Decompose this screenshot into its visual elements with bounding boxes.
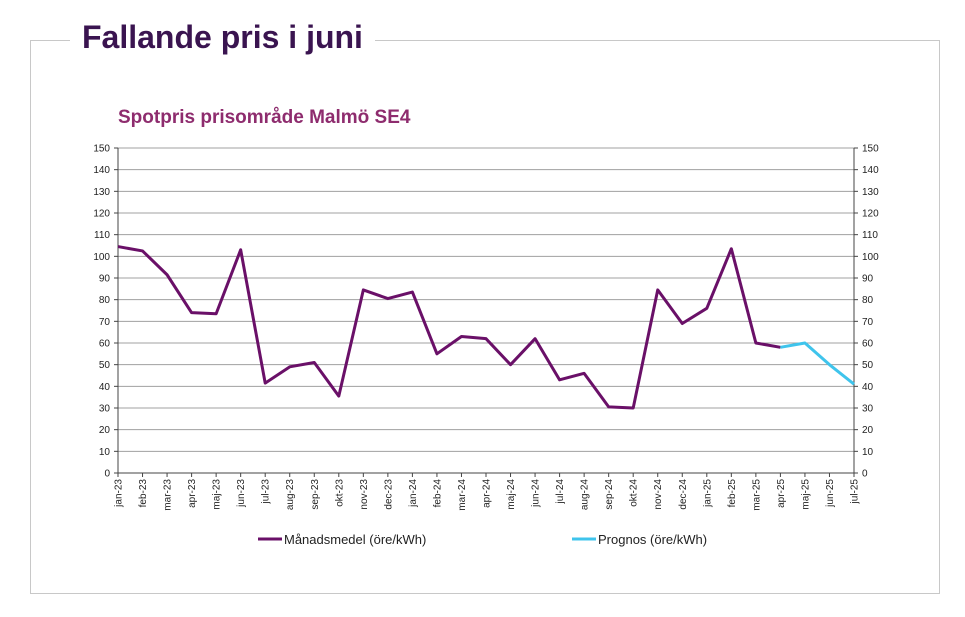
x-tick-label: apr-25 [776,479,787,508]
x-tick-label: jan-23 [114,479,125,508]
y-tick-label-left: 130 [93,187,110,198]
y-tick-label-right: 60 [862,339,874,350]
x-axis: jan-23 feb-23 mar-23 apr-23 maj-23 jun-23 jul-… [114,473,861,511]
y-tick-label-left: 30 [99,404,111,415]
series-line-forecast [780,341,855,386]
x-tick-label: jul-25 [850,479,861,505]
y-tick-label-right: 110 [862,230,878,241]
x-tick-label: apr-23 [187,479,198,508]
x-tick-label: nov-24 [653,479,664,510]
x-tick-label: aug-23 [285,479,296,511]
y-tick-label-left: 40 [99,382,111,393]
x-tick-label: feb-23 [138,479,149,508]
y-tick-label-right: 70 [862,317,874,328]
x-tick-label: okt-23 [334,479,345,507]
y-tick-label-left: 120 [93,209,110,220]
x-tick-label: jun-25 [825,479,836,508]
y-tick-label-left: 100 [93,252,110,263]
x-tick-label: dec-23 [383,479,394,510]
y-tick-label-right: 140 [862,165,879,176]
series-line-actual [117,245,781,410]
x-tick-label: maj-24 [506,479,517,510]
y-tick-label-right: 90 [862,274,874,285]
y-tick-label-right: 100 [862,252,879,263]
x-tick-label: jan-24 [408,479,419,508]
page-heading: Fallande pris i juni [70,14,375,60]
y-tick-label-left: 80 [99,295,111,306]
x-tick-label: feb-25 [727,479,738,508]
y-tick-label-left: 70 [99,317,111,328]
y-tick-label-left: 60 [99,339,111,350]
x-tick-label: sep-24 [604,479,615,510]
y-tick-label-left: 140 [93,165,110,176]
y-tick-label-right: 30 [862,404,874,415]
y-tick-label-right: 120 [862,209,879,220]
y-tick-label-left: 110 [94,230,110,241]
y-tick-label-left: 50 [99,360,111,371]
y-tick-label-left: 20 [99,425,111,436]
x-tick-label: jun-24 [531,479,542,508]
y-tick-label-left: 150 [93,144,110,155]
legend-label-forecast: Prognos (öre/kWh) [598,532,707,547]
y-tick-label-left: 10 [99,447,111,458]
y-axis-right: 0 10 20 30 40 50 60 70 80 90 100 110 120 130 140 150 [854,144,879,480]
chart-frame [30,40,940,594]
chart-title: Spotpris prisområde Malmö SE4 [118,107,411,128]
x-tick-label: maj-23 [212,479,223,510]
y-tick-label-right: 20 [862,425,874,436]
x-tick-label: jul-24 [555,479,566,505]
x-tick-label: jan-25 [702,479,713,508]
x-tick-label: aug-24 [580,479,591,511]
y-tick-label-right: 50 [862,360,874,371]
x-tick-label: apr-24 [482,479,493,508]
y-tick-label-left: 90 [99,274,111,285]
x-tick-label: nov-23 [359,479,370,510]
y-tick-label-right: 40 [862,382,874,393]
x-tick-label: jul-23 [261,479,272,505]
x-tick-label: mar-23 [163,479,174,511]
legend-label-actual: Månadsmedel (öre/kWh) [284,532,426,547]
x-tick-label: okt-24 [629,479,640,507]
y-tick-label-right: 150 [862,144,879,155]
y-axis-left: 0 10 20 30 40 50 60 70 80 90 100 110 120 130 140 150 [93,144,118,480]
y-tick-label-right: 10 [862,447,874,458]
x-tick-label: mar-24 [457,479,468,511]
series-group [117,245,855,410]
y-tick-label-left: 0 [104,469,110,480]
legend: Månadsmedel (öre/kWh) Prognos (öre/kWh) [258,532,707,547]
axes [117,148,855,474]
x-tick-label: maj-25 [800,479,811,510]
x-tick-label: sep-23 [310,479,321,510]
x-tick-label: jun-23 [236,479,247,508]
x-tick-label: mar-25 [751,479,762,511]
x-tick-label: feb-24 [432,479,443,508]
y-tick-label-right: 80 [862,295,874,306]
x-tick-label: dec-24 [678,479,689,510]
y-tick-label-right: 130 [862,187,879,198]
y-tick-label-right: 0 [862,469,868,480]
